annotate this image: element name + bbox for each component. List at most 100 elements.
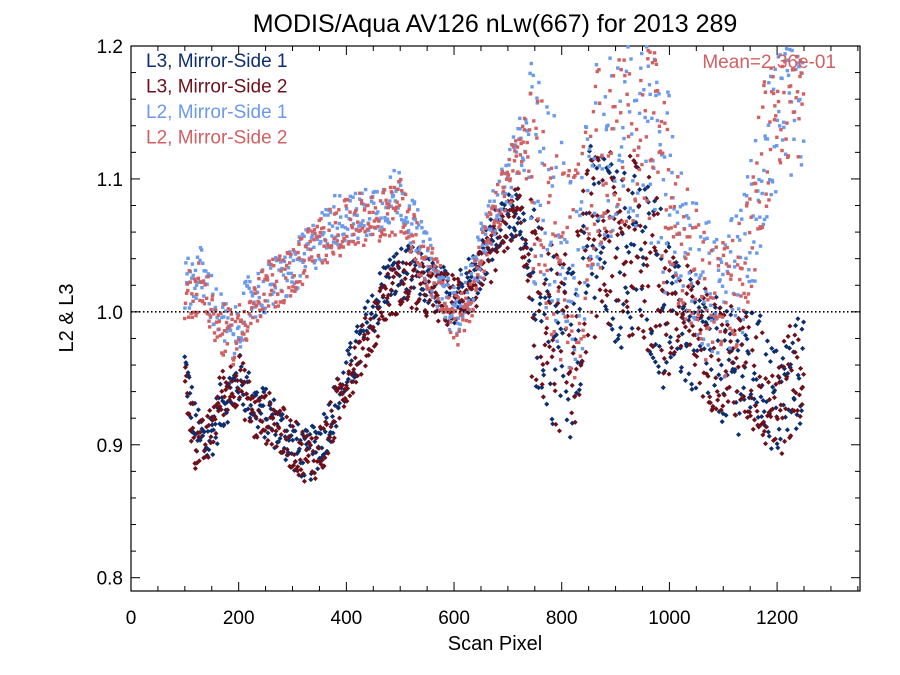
data-point — [390, 230, 394, 234]
data-point — [191, 273, 195, 278]
data-point — [779, 451, 785, 457]
data-point — [799, 163, 804, 167]
data-point — [341, 245, 346, 249]
data-point — [347, 340, 353, 346]
data-point — [387, 221, 391, 225]
data-point — [500, 167, 504, 171]
data-point — [198, 258, 202, 263]
data-point — [212, 331, 217, 335]
data-point — [278, 300, 283, 304]
data-point — [705, 236, 709, 241]
data-point — [670, 196, 674, 200]
data-point — [774, 441, 780, 447]
data-point — [765, 215, 769, 219]
data-point — [532, 280, 536, 284]
data-point — [698, 327, 704, 333]
data-point — [747, 279, 751, 284]
y-axis-label: L2 & L3 — [56, 284, 78, 353]
data-point — [553, 234, 558, 238]
data-point — [385, 212, 390, 216]
data-point — [583, 130, 588, 135]
data-point — [454, 300, 458, 304]
data-point — [308, 239, 312, 244]
data-point — [403, 223, 407, 227]
data-point — [601, 183, 605, 187]
data-point — [436, 296, 440, 301]
data-point — [281, 258, 285, 262]
data-point — [576, 293, 580, 298]
data-point — [718, 278, 722, 282]
data-point — [192, 310, 196, 315]
data-point — [406, 229, 411, 233]
data-point — [738, 238, 742, 242]
data-point — [477, 245, 481, 250]
data-point — [348, 210, 352, 214]
data-point — [316, 445, 322, 451]
data-point — [225, 419, 231, 425]
data-point — [332, 236, 336, 241]
data-point — [398, 246, 404, 252]
data-point — [634, 98, 639, 103]
data-point — [410, 234, 415, 238]
data-point — [566, 340, 570, 345]
data-point — [314, 435, 320, 441]
data-point — [211, 292, 215, 296]
data-point — [642, 196, 647, 200]
data-point — [483, 251, 487, 255]
data-point — [231, 394, 237, 400]
legend-entry: L3, Mirror-Side 2 — [146, 77, 288, 98]
data-point — [212, 416, 218, 422]
data-point — [545, 247, 549, 252]
data-point — [263, 277, 267, 282]
data-point — [694, 225, 698, 230]
data-point — [693, 385, 699, 391]
data-point — [546, 180, 551, 185]
data-point — [314, 266, 318, 270]
data-point — [237, 367, 243, 373]
data-point — [770, 180, 775, 184]
data-point — [290, 275, 295, 279]
data-point — [694, 348, 700, 354]
data-point — [360, 201, 364, 206]
data-point — [656, 170, 660, 174]
data-point — [620, 301, 627, 307]
data-point — [763, 134, 767, 138]
data-point — [492, 221, 496, 226]
data-point — [518, 153, 523, 157]
data-point — [419, 273, 423, 278]
data-point — [313, 258, 318, 263]
data-point — [540, 161, 544, 166]
data-point — [560, 373, 566, 379]
data-point — [696, 223, 701, 227]
data-point — [517, 171, 521, 175]
data-point — [669, 291, 675, 297]
data-point — [324, 246, 329, 250]
data-point — [655, 211, 661, 217]
data-point — [396, 259, 402, 265]
data-point — [739, 342, 745, 348]
data-point — [784, 427, 790, 433]
data-point — [651, 165, 655, 169]
data-point — [189, 311, 193, 316]
data-point — [565, 225, 569, 230]
data-point — [623, 80, 627, 84]
data-point — [194, 296, 198, 300]
data-point — [574, 209, 579, 214]
data-point — [437, 278, 442, 282]
data-point — [654, 62, 659, 67]
data-point — [247, 312, 251, 316]
data-point — [716, 268, 721, 272]
data-point — [551, 381, 557, 387]
data-point — [518, 116, 522, 121]
data-point — [655, 118, 660, 123]
data-point — [561, 231, 565, 235]
data-point — [627, 72, 632, 76]
data-point — [417, 247, 422, 251]
data-point — [680, 203, 685, 207]
data-point — [217, 327, 221, 331]
data-point — [242, 367, 248, 373]
data-point — [585, 278, 589, 282]
data-point — [366, 222, 371, 226]
data-point — [509, 185, 514, 190]
data-point — [330, 234, 334, 238]
